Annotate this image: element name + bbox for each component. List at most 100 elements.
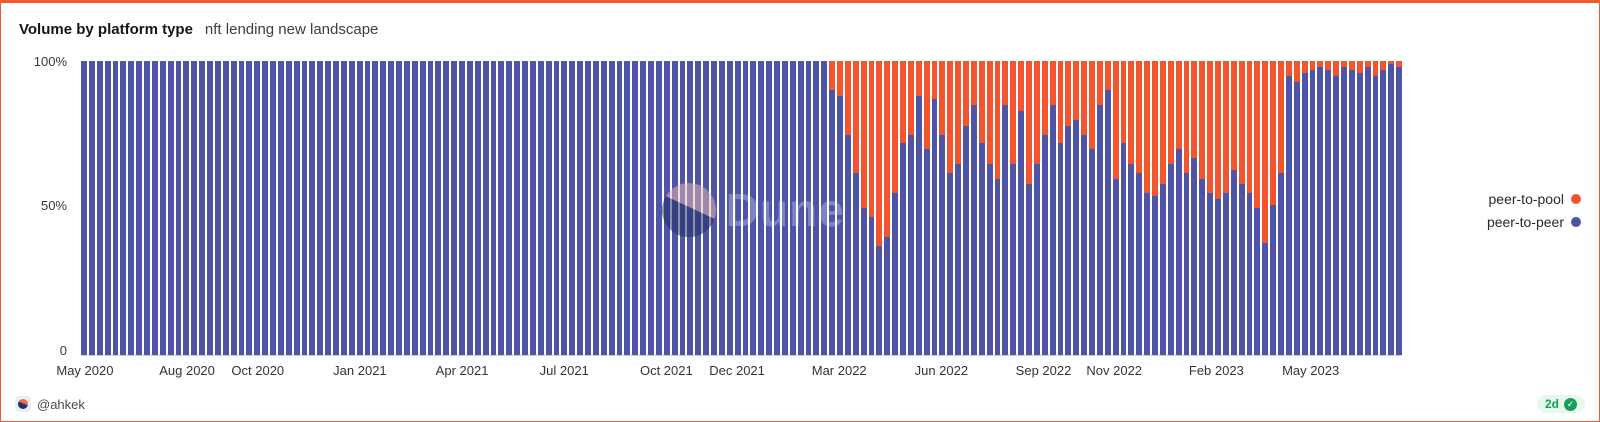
bar[interactable] [813, 61, 820, 355]
bar[interactable] [592, 61, 599, 355]
bar[interactable] [1144, 61, 1150, 355]
bar[interactable] [963, 61, 969, 355]
bar[interactable] [207, 61, 213, 355]
bar[interactable] [687, 61, 694, 355]
bar[interactable] [750, 61, 757, 355]
bar[interactable] [356, 61, 363, 355]
bar[interactable] [939, 61, 946, 355]
bar[interactable] [309, 61, 316, 355]
bar[interactable] [238, 61, 245, 355]
bar[interactable] [443, 61, 450, 355]
bar[interactable] [514, 61, 520, 355]
bar[interactable] [411, 61, 418, 355]
bar[interactable] [561, 61, 568, 355]
bar[interactable] [1222, 61, 1229, 355]
bar[interactable] [81, 61, 87, 355]
bar[interactable] [734, 61, 741, 355]
bar[interactable] [1057, 61, 1064, 355]
bar[interactable] [1246, 61, 1253, 355]
bar[interactable] [1120, 61, 1127, 355]
bar[interactable] [1285, 61, 1292, 355]
bar[interactable] [1199, 61, 1206, 355]
bar[interactable] [1207, 61, 1213, 355]
bar[interactable] [222, 61, 229, 355]
bar[interactable] [419, 61, 426, 355]
bar[interactable] [167, 61, 174, 355]
bar[interactable] [396, 61, 402, 355]
bar[interactable] [970, 61, 977, 355]
bar[interactable] [128, 61, 135, 355]
bar[interactable] [632, 61, 639, 355]
bar[interactable] [1018, 61, 1024, 355]
bar[interactable] [340, 61, 347, 355]
bar[interactable] [1293, 61, 1300, 355]
bar[interactable] [301, 61, 308, 355]
bar[interactable] [214, 61, 221, 355]
bar[interactable] [1065, 61, 1072, 355]
bar[interactable] [459, 61, 465, 355]
bar[interactable] [254, 61, 261, 355]
bar[interactable] [1041, 61, 1048, 355]
bar[interactable] [860, 61, 867, 355]
bar[interactable] [923, 61, 930, 355]
bar[interactable] [648, 61, 654, 355]
bar[interactable] [1380, 61, 1387, 355]
bar[interactable] [270, 61, 276, 355]
bar[interactable] [1136, 61, 1143, 355]
bar[interactable] [978, 61, 985, 355]
bar[interactable] [577, 61, 583, 355]
bar[interactable] [1364, 61, 1371, 355]
bar[interactable] [325, 61, 331, 355]
bar[interactable] [931, 61, 938, 355]
bar[interactable] [1230, 61, 1237, 355]
bar[interactable] [482, 61, 489, 355]
bar[interactable] [199, 61, 205, 355]
bar[interactable] [1010, 61, 1017, 355]
bar[interactable] [1388, 61, 1395, 355]
bar[interactable] [553, 61, 560, 355]
bar[interactable] [1128, 61, 1135, 355]
bar[interactable] [1081, 61, 1087, 355]
bar[interactable] [671, 61, 678, 355]
bar[interactable] [427, 61, 434, 355]
bar[interactable] [159, 61, 166, 355]
bar[interactable] [435, 61, 442, 355]
bar[interactable] [1104, 61, 1111, 355]
bar[interactable] [112, 61, 119, 355]
bar[interactable] [876, 61, 883, 355]
bar[interactable] [766, 61, 772, 355]
bar[interactable] [1073, 61, 1080, 355]
bar[interactable] [1183, 61, 1190, 355]
bar[interactable] [151, 61, 158, 355]
bar[interactable] [726, 61, 733, 355]
bar[interactable] [262, 61, 268, 355]
bar[interactable] [1049, 61, 1056, 355]
bar[interactable] [900, 61, 906, 355]
bar[interactable] [246, 61, 253, 355]
bar[interactable] [1348, 61, 1355, 355]
bar[interactable] [120, 61, 127, 355]
bar[interactable] [1254, 61, 1261, 355]
bar[interactable] [1341, 61, 1347, 355]
bar[interactable] [569, 61, 576, 355]
bar[interactable] [711, 61, 717, 355]
bar[interactable] [293, 61, 300, 355]
bar[interactable] [655, 61, 662, 355]
bar[interactable] [1026, 61, 1032, 355]
bar[interactable] [742, 61, 749, 355]
bar[interactable] [1159, 61, 1166, 355]
bar[interactable] [663, 61, 670, 355]
bar[interactable] [466, 61, 473, 355]
bar[interactable] [805, 61, 812, 355]
bar[interactable] [616, 61, 623, 355]
bar[interactable] [522, 61, 528, 355]
bar[interactable] [947, 61, 954, 355]
bar[interactable] [537, 61, 544, 355]
bar[interactable] [1278, 61, 1284, 355]
bar[interactable] [884, 61, 891, 355]
bar[interactable] [96, 61, 103, 355]
bar[interactable] [136, 61, 142, 355]
bar[interactable] [915, 61, 922, 355]
bar[interactable] [868, 61, 875, 355]
bar[interactable] [144, 61, 150, 355]
